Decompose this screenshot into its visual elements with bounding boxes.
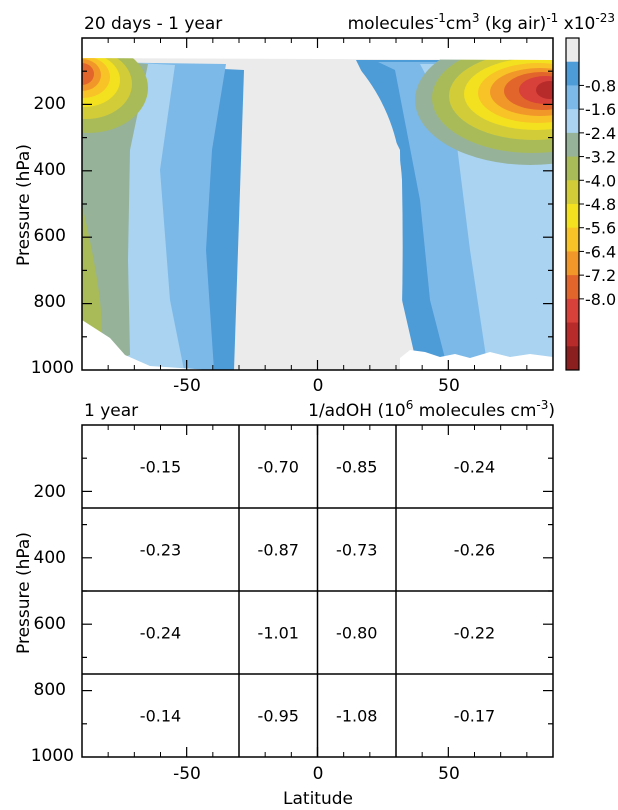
contour-sh-max-6 — [82, 63, 94, 85]
top-title-left: 20 days - 1 year — [84, 14, 222, 34]
table-cell-value: -0.22 — [454, 624, 495, 643]
table-cell-value: -0.73 — [336, 541, 377, 560]
colorbar-label: -1.6 — [585, 100, 616, 119]
topography-nh — [400, 350, 553, 370]
table-cell-value: -0.26 — [454, 541, 495, 560]
bottom-title-units: 1/adOH (106 molecules cm-3) — [308, 398, 555, 421]
table-cell-value: -0.87 — [258, 541, 299, 560]
table-cell-value: -0.70 — [258, 458, 299, 477]
colorbar — [566, 38, 579, 371]
colorbar-swatch — [566, 85, 579, 110]
top-xtick-0: 0 — [313, 376, 324, 396]
colorbar-label: -6.4 — [585, 242, 616, 261]
bottom-xtick-0: 0 — [313, 764, 324, 784]
colorbar-label: -4.0 — [585, 171, 616, 190]
bottom-ytick-400: 400 — [34, 548, 66, 568]
x-axis-label: Latitude — [283, 789, 353, 809]
table-cell-value: -0.80 — [336, 624, 377, 643]
top-ytick-800: 800 — [34, 292, 66, 312]
top-ytick-1000: 1000 — [31, 358, 74, 378]
bottom-ytick-600: 600 — [34, 614, 66, 634]
colorbar-swatch — [566, 251, 579, 276]
colorbar-swatch — [566, 204, 579, 229]
colorbar-labels: -0.8 -1.6 -2.4 -3.2 -4.0 -4.8 -5.6 -6.4 -7.2 -8.0 — [579, 76, 616, 309]
colorbar-label: -5.6 — [585, 219, 616, 238]
top-title-units: molecules-1cm3 (kg air)-1 x10-23 — [348, 11, 615, 34]
table-cell-value: -0.23 — [140, 541, 181, 560]
table-cell-value: -0.85 — [336, 458, 377, 477]
colorbar-swatch — [566, 346, 579, 371]
top-ylabel: Pressure (hPa) — [14, 144, 34, 266]
contour-nh-max-9 — [536, 81, 553, 99]
contour-field — [82, 38, 553, 370]
bottom-ytick-200: 200 — [34, 482, 66, 502]
colorbar-label: -2.4 — [585, 124, 616, 143]
colorbar-swatch — [566, 322, 579, 347]
top-ytick-600: 600 — [34, 226, 66, 246]
table-cell-value: -0.95 — [258, 707, 299, 726]
colorbar-swatch — [566, 298, 579, 324]
colorbar-label: -4.8 — [585, 195, 616, 214]
colorbar-swatch — [566, 109, 579, 134]
bottom-xtick-minus50: -50 — [173, 764, 201, 784]
colorbar-label: -8.0 — [585, 290, 616, 309]
colorbar-swatch — [566, 156, 579, 181]
top-xtick-minus50: -50 — [173, 376, 201, 396]
colorbar-swatch — [566, 38, 579, 63]
table-cell-value: -1.08 — [336, 707, 377, 726]
colorbar-label: -7.2 — [585, 266, 616, 285]
table-cell-value: -0.24 — [140, 624, 181, 643]
colorbar-label: -0.8 — [585, 76, 616, 95]
colorbar-swatch — [566, 275, 579, 300]
table-cell-value: -0.15 — [140, 458, 181, 477]
bottom-xtick-50: 50 — [438, 764, 460, 784]
table-grid — [82, 425, 553, 757]
bottom-title-left: 1 year — [84, 401, 138, 421]
colorbar-swatch — [566, 180, 579, 205]
bottom-ylabel: Pressure (hPa) — [14, 532, 34, 654]
bottom-ytick-800: 800 — [34, 680, 66, 700]
contour-tropics — [261, 60, 403, 368]
top-xtick-50: 50 — [438, 376, 460, 396]
top-mask — [82, 38, 553, 60]
table-cell-value: -0.14 — [140, 707, 181, 726]
table-cell-value: -0.24 — [454, 458, 495, 477]
table-cell-value: -1.01 — [258, 624, 299, 643]
colorbar-label: -3.2 — [585, 148, 616, 167]
top-ytick-200: 200 — [34, 94, 66, 114]
bottom-panel: 1 year 1/adOH (106 molecules cm-3) -0.15… — [14, 398, 555, 809]
bottom-ytick-1000: 1000 — [31, 746, 74, 766]
top-ytick-400: 400 — [34, 160, 66, 180]
colorbar-swatch — [566, 227, 579, 252]
table-cell-value: -0.17 — [454, 707, 495, 726]
topography-sh — [82, 320, 210, 370]
colorbar-swatch — [566, 61, 579, 86]
top-axis-ticks — [82, 38, 553, 370]
bottom-axis-ticks — [82, 425, 553, 757]
colorbar-swatch — [566, 132, 579, 158]
top-panel: 20 days - 1 year molecules-1cm3 (kg air)… — [14, 11, 616, 396]
table-cells: -0.15 -0.70 -0.85 -0.24 -0.23 -0.87 -0.73 -0.26… — [140, 458, 495, 726]
